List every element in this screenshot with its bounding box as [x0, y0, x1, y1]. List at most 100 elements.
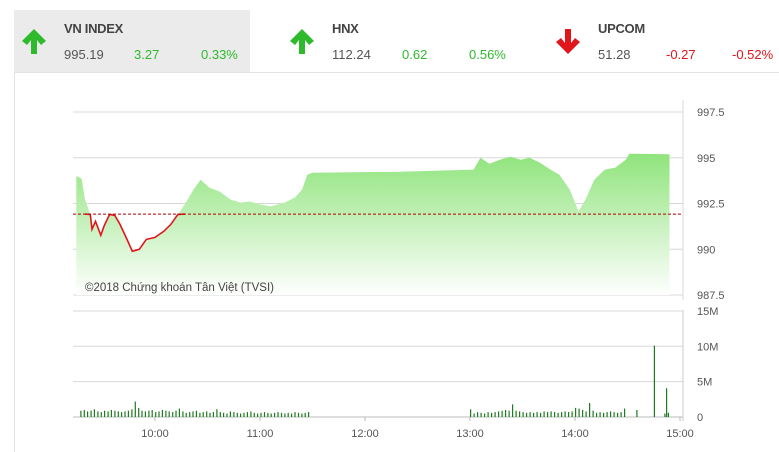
volume-bar [107, 411, 109, 417]
volume-bar [557, 412, 559, 417]
time-tick-label: 10:00 [141, 428, 169, 440]
volume-bar [93, 409, 95, 417]
volume-bar [97, 411, 99, 417]
index-change: 3.27 [134, 47, 160, 62]
time-tick-label: 13:00 [456, 428, 484, 440]
volume-bar [144, 411, 146, 417]
index-percent: 0.33% [201, 47, 238, 62]
volume-bar [161, 410, 163, 417]
volume-bar [505, 410, 507, 417]
volume-bar [501, 410, 503, 417]
volume-bar [192, 411, 194, 417]
volume-bar [620, 412, 622, 417]
index-name: VN INDEX [64, 21, 124, 36]
volume-bar [589, 403, 591, 417]
volume-bar [667, 412, 669, 417]
time-tick-label: 15:00 [666, 428, 694, 440]
index-tile-vn-index[interactable]: VN INDEX 995.19 3.27 0.33% [14, 10, 250, 72]
arrow-up-icon [290, 29, 314, 54]
volume-bar [185, 412, 187, 417]
price-tick-label: 995 [697, 153, 715, 165]
volume-bar [236, 412, 238, 417]
time-tick-label: 12:00 [351, 428, 379, 440]
volume-bar [491, 412, 493, 417]
index-tile-hnx[interactable]: HNX 112.24 0.62 0.56% [282, 10, 518, 72]
volume-bar [229, 411, 231, 417]
volume-bar [216, 409, 218, 417]
volume-bar [571, 411, 573, 417]
volume-bar [494, 412, 496, 417]
volume-bar [636, 410, 638, 417]
volume-bar [155, 412, 157, 417]
volume-bar [512, 404, 514, 417]
volume-bar [226, 413, 228, 417]
price-tick-label: 992.5 [697, 199, 725, 211]
arrow-up-icon [22, 29, 46, 54]
volume-bar [277, 412, 279, 417]
volume-bar [263, 412, 266, 417]
volume-bar [219, 412, 221, 417]
volume-bar [519, 411, 521, 417]
volume-bar [131, 409, 133, 417]
volume-bar [470, 409, 472, 417]
volume-bar [212, 412, 214, 417]
volume-bar [592, 410, 594, 417]
index-name: UPCOM [598, 21, 645, 36]
volume-bar [540, 412, 542, 417]
volume-bar [284, 413, 286, 417]
index-value: 51.28 [598, 47, 631, 62]
volume-bar [543, 411, 545, 417]
volume-bar [158, 411, 160, 417]
volume-bar [274, 412, 276, 417]
volume-bar [165, 410, 167, 417]
copyright: ©2018 Chứng khoán Tân Việt (TVSI) [85, 282, 274, 294]
volume-bar [168, 411, 170, 417]
volume-bar [240, 413, 242, 417]
arrow-down-icon [556, 29, 580, 54]
volume-bar [233, 412, 235, 417]
price-tick-label: 997.5 [697, 107, 725, 119]
price-tick-label: 990 [697, 244, 715, 256]
volume-bar [664, 413, 666, 417]
volume-bar [287, 412, 289, 417]
volume-bar [291, 413, 293, 417]
index-percent: -0.52% [732, 47, 774, 62]
volume-bar [487, 412, 489, 417]
volume-bar [603, 412, 605, 417]
volume-tick-label: 10M [697, 341, 718, 353]
volume-bar [666, 388, 668, 417]
volume-bar [246, 412, 248, 417]
volume-bar [151, 410, 153, 417]
volume-bar [114, 410, 116, 417]
volume-bar [206, 411, 208, 417]
volume-tick-label: 0 [697, 412, 703, 424]
volume-bar [477, 412, 479, 417]
index-change: -0.27 [666, 47, 696, 62]
volume-bar [260, 412, 262, 417]
volume-bar [80, 410, 82, 417]
volume-bar [253, 412, 255, 417]
volume-bar [480, 412, 482, 417]
volume-bar [83, 410, 85, 417]
volume-bar [100, 412, 102, 417]
volume-bar [223, 412, 225, 417]
volume-bar [148, 410, 150, 417]
volume-bar [182, 411, 184, 417]
volume-bar [568, 412, 570, 417]
volume-bar [172, 412, 174, 417]
index-tile-upcom[interactable]: UPCOM 51.28 -0.27 -0.52% [548, 10, 779, 72]
volume-bar [547, 412, 549, 417]
volume-bar [606, 412, 608, 417]
volume-bar [257, 413, 259, 417]
volume-bar [533, 412, 535, 417]
volume-bar [526, 412, 528, 417]
volume-bar [267, 412, 269, 417]
volume-bar [529, 412, 531, 417]
index-value: 995.19 [64, 47, 104, 62]
volume-bar [280, 412, 283, 417]
volume-bar [554, 412, 556, 417]
volume-bar [599, 412, 601, 417]
volume-bar [617, 412, 619, 417]
volume-tick-label: 15M [697, 306, 718, 318]
volume-bar [484, 413, 486, 417]
